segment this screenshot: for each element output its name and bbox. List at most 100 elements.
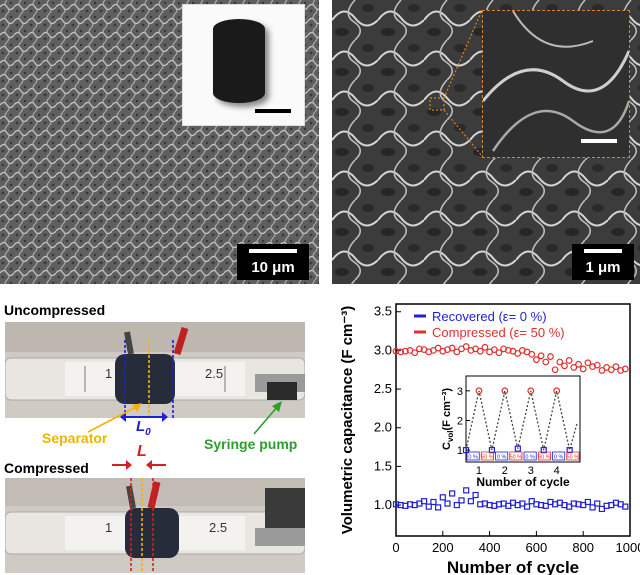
monolith-photo-inset <box>182 4 305 126</box>
y-tick-label: 3.5 <box>374 304 392 319</box>
data-point-recovered <box>430 498 437 506</box>
L0-arrow <box>120 412 168 422</box>
inset-strain-box <box>466 451 480 461</box>
inset-point-recovered <box>566 447 573 454</box>
data-point-compressed <box>565 357 573 364</box>
data-point-recovered <box>463 487 470 494</box>
data-point-compressed <box>453 348 461 356</box>
zoom-inset <box>482 10 630 158</box>
x-tick-label: 400 <box>479 540 501 555</box>
data-point-recovered <box>425 503 432 510</box>
inset-strain-label: 0 % <box>525 455 535 461</box>
sem-image-high-mag: 1 μm <box>332 0 640 284</box>
data-point-compressed <box>495 349 503 357</box>
compressed-photo: 1 2.5 <box>5 478 305 573</box>
L0-label-text: L <box>136 418 146 435</box>
data-point-recovered <box>589 504 596 511</box>
inset-point-compressed <box>501 387 509 395</box>
data-point-compressed <box>621 365 629 373</box>
data-point-compressed <box>570 364 578 371</box>
inset-strain-label: 0 % <box>497 455 507 461</box>
syringe-pump-label: Syringe pump <box>204 436 298 452</box>
data-point-recovered <box>449 490 456 497</box>
inset-strain-label: 0 % <box>468 455 478 461</box>
inset-point-compressed <box>553 387 561 395</box>
inset-strain-box <box>523 451 537 461</box>
x-tick-label: 800 <box>572 540 594 555</box>
data-point-compressed <box>542 358 550 366</box>
inset-strain-label: 50 % <box>481 455 494 461</box>
y-tick-label: 1.0 <box>374 497 392 512</box>
sem-image-low-mag: 10 μm <box>0 0 319 284</box>
L0-label: L0 <box>136 418 151 438</box>
inset-x-tick-label: 3 <box>528 465 534 477</box>
data-point-recovered <box>542 502 549 509</box>
data-point-compressed <box>607 366 615 374</box>
inset-line <box>465 390 579 451</box>
inset-strain-box <box>480 451 494 461</box>
data-point-recovered <box>444 500 451 507</box>
inset-y-tick-label: 1 <box>457 445 463 457</box>
data-point-compressed <box>392 347 400 355</box>
L-arrows <box>112 460 166 470</box>
data-point-compressed <box>434 344 442 352</box>
data-point-compressed <box>575 360 582 368</box>
legend-entry: Compressed (ε= 50 %) <box>432 325 565 340</box>
data-point-compressed <box>584 359 592 367</box>
data-point-compressed <box>579 365 587 373</box>
data-point-recovered <box>420 498 428 505</box>
scale-bar-box-b: 1 μm <box>572 244 634 280</box>
syringe-mark-2b: 2.5 <box>209 520 228 535</box>
syringe-mark-1b: 1 <box>105 520 113 535</box>
data-point-compressed <box>612 363 620 371</box>
data-point-recovered <box>458 497 465 504</box>
data-point-compressed <box>532 356 540 364</box>
inset-strain-label: 0 % <box>554 455 564 461</box>
inset-strain-box <box>537 451 551 461</box>
data-point-compressed <box>415 345 423 353</box>
inset-strain-label: 50 % <box>567 455 580 461</box>
inset-x-tick-label: 2 <box>502 465 508 477</box>
data-point-compressed <box>481 343 489 351</box>
y-tick-label: 2.0 <box>374 420 392 435</box>
data-point-compressed <box>598 367 606 374</box>
legend-entry: Recovered (ε= 0 %) <box>432 309 547 324</box>
data-point-compressed <box>397 348 405 356</box>
data-point-compressed <box>556 358 564 366</box>
y-tick-label: 1.5 <box>374 458 392 473</box>
inset-strain-box <box>509 451 523 461</box>
inset-strain-box <box>495 451 509 461</box>
data-point-recovered <box>435 504 442 511</box>
L0-label-sub: 0 <box>145 427 151 438</box>
data-point-compressed <box>547 353 554 360</box>
data-point-recovered <box>453 501 460 509</box>
data-point-compressed <box>514 350 522 357</box>
data-point-recovered <box>584 498 591 506</box>
scale-bar <box>249 249 297 253</box>
data-point-recovered <box>472 491 479 499</box>
data-point-recovered <box>523 503 531 510</box>
inset-strain-box <box>566 451 580 461</box>
uncompressed-photo: 1 2.5 <box>5 322 305 418</box>
inset-x-axis-label: Number of cycle <box>476 475 570 489</box>
inset-strain-box <box>552 451 566 461</box>
data-point-recovered <box>622 503 629 510</box>
scale-bar-label-b: 1 μm <box>585 259 621 276</box>
x-tick-label: 200 <box>432 540 454 555</box>
monolith-cylinder <box>213 19 265 103</box>
x-tick-label: 1000 <box>616 540 640 555</box>
data-point-compressed <box>448 344 456 352</box>
zoom-source-box <box>429 97 445 111</box>
uncompressed-label: Uncompressed <box>4 302 106 318</box>
syringe-mark-2: 2.5 <box>205 366 224 381</box>
data-point-compressed <box>551 366 559 374</box>
inset-point-recovered <box>514 445 521 452</box>
compressed-label: Compressed <box>4 460 89 476</box>
scale-bar-box: 10 μm <box>237 244 309 280</box>
y-tick-label: 3.0 <box>374 342 392 357</box>
data-point-compressed <box>528 350 536 358</box>
x-tick-label: 600 <box>526 540 548 555</box>
x-axis-label: Number of cycle <box>447 558 579 575</box>
y-tick-label: 2.5 <box>374 381 392 396</box>
separator-label: Separator <box>42 430 108 446</box>
